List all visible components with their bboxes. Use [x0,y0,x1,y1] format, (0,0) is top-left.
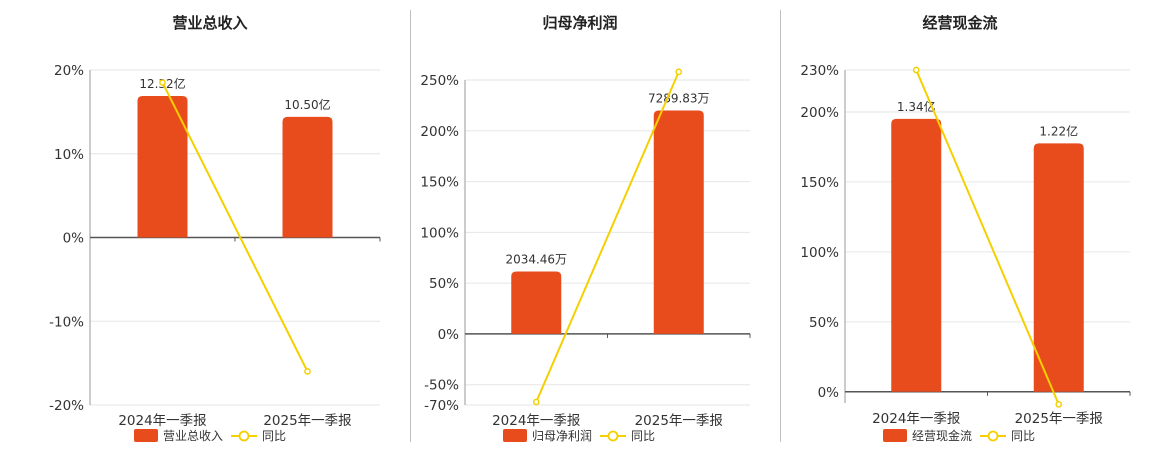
y-tick-label: 200% [800,105,839,121]
x-tick-label: 2025年一季报 [263,413,351,429]
y-tick-label: 150% [800,175,839,191]
chart-panel-revenue: 营业总收入20%10%0%-10%-20%12.32亿10.50亿2024年一季… [0,0,400,450]
y-tick-label: 200% [420,124,459,140]
y-tick-label: 0% [63,231,85,247]
x-tick-label: 2025年一季报 [635,413,723,429]
chart-panel-net-profit: 归母净利润 250% 200% 150% 100% 50% 0% -50% -70% 2034.4… [410,0,780,450]
y-tick-label: 50% [809,315,839,331]
y-tick-label: 100% [420,225,459,241]
legend-swatch-bar [134,429,158,442]
y-tick-label: 0% [818,385,840,401]
bar [891,118,942,392]
y-tick-label: 250% [420,73,459,89]
y-tick-label: 50% [429,276,459,292]
yoy-point [1055,401,1063,408]
legend-label-bar: 营业总收入 [163,429,223,443]
chart-panel-cash-flow: 经营现金流 230% 200% 150% 100% 50% 0% 1.34亿 1.22亿 2024… [780,0,1160,450]
x-tick-label: 2025年一季报 [1015,411,1103,427]
y-tick-label: 0% [438,327,460,343]
y-tick-label: -70% [424,398,459,414]
yoy-line [161,82,309,372]
y-tick-label: 100% [800,245,839,261]
bar-data-label: 1.22亿 [1039,123,1078,138]
yoy-line [915,69,1060,405]
y-tick-label: -10% [49,314,84,330]
yoy-point [304,368,311,375]
panel-divider [780,10,781,442]
y-tick-label: 10% [54,147,84,163]
bar-data-label: 2034.46万 [505,253,567,267]
yoy-point [532,398,540,406]
legend-label-bar: 归母净利润 [532,429,592,443]
bar [511,271,562,334]
bar-data-label: 1.34亿 [897,99,936,114]
yoy-point [159,79,166,86]
legend-swatch-bar [503,429,527,442]
x-tick-label: 2024年一季报 [492,413,580,429]
bar [282,116,333,238]
legend-label-line: 同比 [262,429,286,443]
bar [1033,143,1084,392]
bar-data-label: 10.50亿 [284,97,330,112]
y-tick-label: 150% [420,175,459,191]
yoy-line [535,71,680,403]
chart-title: 归母净利润 [542,14,617,32]
cash-flow-chart: 经营现金流 230% 200% 150% 100% 50% 0% 1.34亿 1.22亿 2024… [800,14,1131,443]
legend-swatch-marker [238,430,250,442]
legend-label-line: 同比 [631,429,655,443]
panel-divider [410,10,411,442]
chart-title: 营业总收入 [172,14,247,32]
yoy-point [675,68,683,76]
y-tick-label: -50% [424,378,459,394]
bar [653,110,704,334]
y-tick-label: 230% [800,63,839,79]
x-tick-label: 2024年一季报 [118,413,206,429]
y-tick-label: -20% [49,398,84,414]
legend-swatch-marker [607,430,619,442]
legend-swatch-bar [883,429,907,442]
y-tick-label: 20% [54,63,84,79]
legend-label-line: 同比 [1011,429,1035,443]
x-tick-label: 2024年一季报 [872,411,960,427]
net-profit-chart: 归母净利润 250% 200% 150% 100% 50% 0% -50% -70% 2034.4… [420,14,751,443]
chart-title: 经营现金流 [922,14,997,32]
legend-label-bar: 经营现金流 [912,428,972,443]
yoy-point [912,66,920,74]
legend-swatch-marker [987,430,999,442]
revenue-chart: 营业总收入20%10%0%-10%-20%12.32亿10.50亿2024年一季… [49,14,381,443]
bar [137,95,188,238]
bar-data-label: 7289.83万 [648,91,710,105]
